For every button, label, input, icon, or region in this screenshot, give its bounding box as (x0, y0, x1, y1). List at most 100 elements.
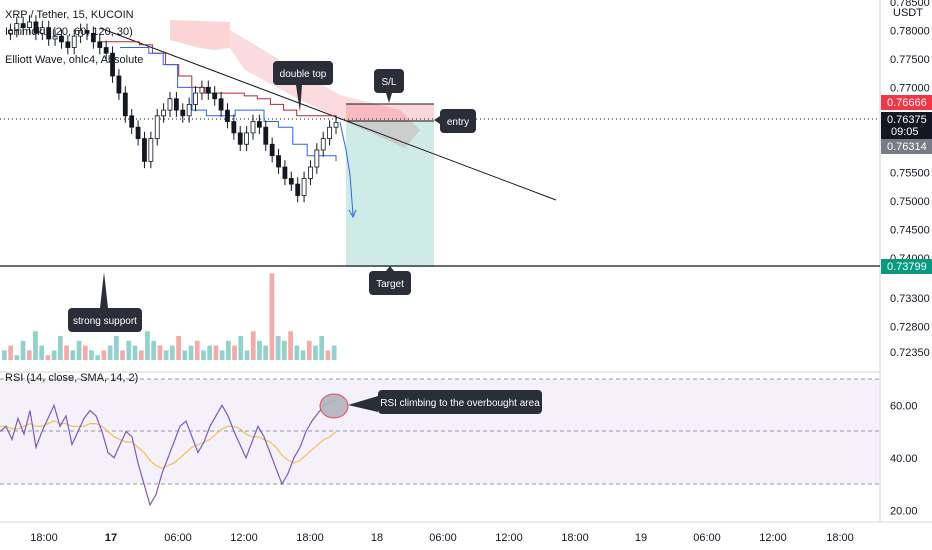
elliott-legend[interactable]: Elliott Wave, ohlc4, Absolute (5, 54, 143, 66)
candle-body (161, 109, 167, 117)
ichimoku-lines (100, 41, 337, 162)
ichimoku-base-line (100, 41, 337, 122)
volume-bar (26, 350, 32, 360)
candle-body (97, 41, 103, 48)
candle-body (173, 98, 179, 111)
volume-bar (58, 336, 63, 360)
svg-text:09:05: 09:05 (891, 126, 919, 138)
rsi-axis-ticks: 60.00 40.00 20.00 (890, 400, 918, 517)
candle-body (205, 86, 211, 94)
strong-support-label: strong support (73, 316, 137, 327)
candle-body (199, 86, 205, 94)
ichimoku-legend[interactable]: Ichimoku (20, 60, 120, 30) (5, 26, 133, 38)
candle-body (288, 178, 294, 185)
volume-bars (2, 273, 337, 360)
volume-bar (126, 340, 132, 360)
entry-callout[interactable]: entry (434, 109, 476, 133)
volume-bar (213, 345, 219, 360)
volume-bar (51, 350, 57, 360)
projection-arrowhead (348, 209, 357, 219)
price-tick-label: 0.72800 (890, 321, 930, 333)
candle-body (39, 27, 45, 34)
candle-body (167, 98, 173, 111)
candle-body (301, 178, 307, 196)
volume-bar (306, 340, 312, 360)
profit-zone (346, 121, 434, 267)
target-label: Target (376, 279, 404, 290)
rsi-line (0, 399, 337, 507)
volume-bar (176, 336, 181, 360)
candle-body (218, 98, 224, 111)
volume-bar (151, 340, 157, 360)
time-tick-label: 18 (371, 532, 383, 544)
trendline (99, 27, 557, 201)
volume-bar (201, 350, 206, 360)
candle-body (84, 30, 90, 34)
candle-body (142, 138, 147, 162)
candle-body (20, 23, 26, 29)
volume-bar (194, 340, 200, 360)
candle-body (116, 75, 122, 94)
price-tick-label: 0.73300 (890, 293, 930, 305)
volume-bar (33, 331, 38, 360)
time-tick-label: 12:00 (230, 532, 258, 544)
price-tick-label: 0.75000 (890, 196, 930, 208)
volume-bar (207, 345, 213, 360)
candle-body (320, 138, 326, 151)
volume-bar (250, 331, 256, 360)
candle-body (193, 92, 198, 105)
candle-body (295, 183, 301, 196)
volume-bar (101, 350, 107, 360)
candle-body (7, 30, 13, 34)
volume-bar (257, 340, 262, 360)
currency-label: USDT (893, 7, 923, 19)
price-tick-label: 0.78000 (890, 25, 930, 37)
volume-bar (39, 345, 45, 360)
rsi-legend[interactable]: RSI (14, close, SMA, 14, 2) (5, 372, 138, 384)
volume-bar (282, 340, 287, 360)
ichimoku-conversion-line (120, 47, 337, 162)
candle-body (14, 23, 20, 31)
price-tag-last: 0.76375 09:05 (881, 112, 932, 139)
candle-body (148, 138, 154, 162)
volume-bar (300, 350, 306, 360)
time-tick-label: 18:00 (826, 532, 854, 544)
sl-callout[interactable]: S/L (374, 69, 404, 103)
double-top-callout[interactable]: double top (273, 61, 333, 112)
candle-body (276, 155, 281, 168)
projection-arrow (339, 121, 354, 216)
volume-bar (89, 350, 94, 360)
price-tag-upper: 0.76666 (881, 95, 932, 110)
candle-body (46, 27, 52, 40)
volume-bar (182, 350, 188, 360)
volume-bar (20, 340, 26, 360)
entry-label: entry (447, 117, 469, 128)
candle-body (78, 30, 84, 37)
candle-body (327, 126, 333, 139)
sl-label: S/L (381, 77, 396, 88)
volume-bar (294, 345, 300, 360)
svg-text:0.76314: 0.76314 (887, 141, 927, 153)
target-callout[interactable]: Target (369, 266, 411, 295)
candlesticks (7, 15, 339, 203)
rsi-note-label: RSI climbing to the overbought area (380, 398, 540, 409)
strong-support-callout[interactable]: strong support (68, 272, 142, 332)
volume-bar (238, 336, 244, 360)
candle-body (250, 121, 256, 134)
price-axis-background (880, 0, 932, 550)
candle-body (263, 126, 269, 145)
rsi-callout[interactable]: RSI climbing to the overbought area (319, 390, 542, 419)
candle-body (90, 32, 96, 43)
volume-bar (275, 336, 281, 360)
candle-body (231, 121, 237, 134)
candle-body (71, 35, 77, 48)
symbol-title[interactable]: XRP / Tether, 15, KUCOIN (5, 9, 134, 21)
volume-bar (263, 345, 269, 360)
time-tick-label: 12:00 (759, 532, 787, 544)
volume-bar (2, 350, 7, 360)
volume-bar (14, 355, 20, 360)
candle-body (65, 41, 71, 48)
time-tick-label: 12:00 (495, 532, 523, 544)
candle-body (33, 21, 39, 34)
